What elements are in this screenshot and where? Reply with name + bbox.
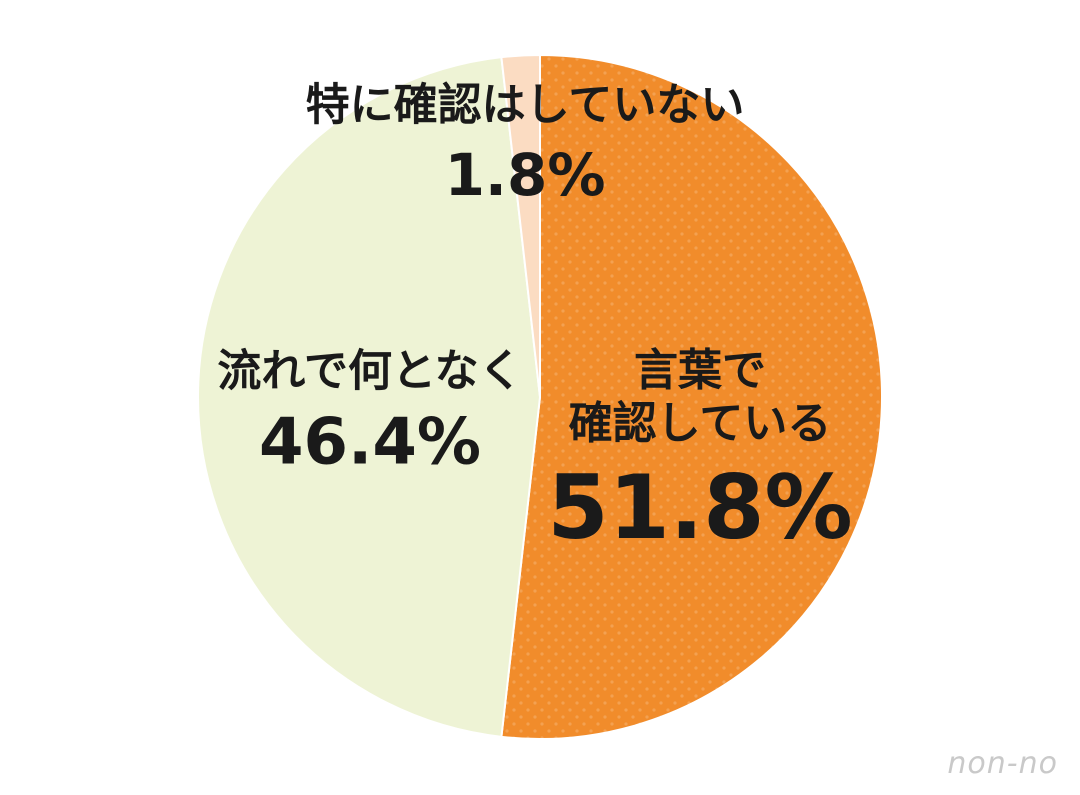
category-label: 言葉で 確認している [568, 345, 832, 449]
pie-slice [197, 56, 542, 738]
pie-slice [500, 53, 541, 398]
slice-texture [501, 55, 883, 740]
category-label: 流れで何となく [217, 345, 523, 397]
watermark: non-no [947, 746, 1058, 781]
category-label: 特に確認はしていない [305, 79, 745, 131]
value-label: 51.8% [547, 456, 853, 560]
value-label: 46.4% [258, 405, 482, 480]
value-label: 1.8% [444, 141, 606, 210]
